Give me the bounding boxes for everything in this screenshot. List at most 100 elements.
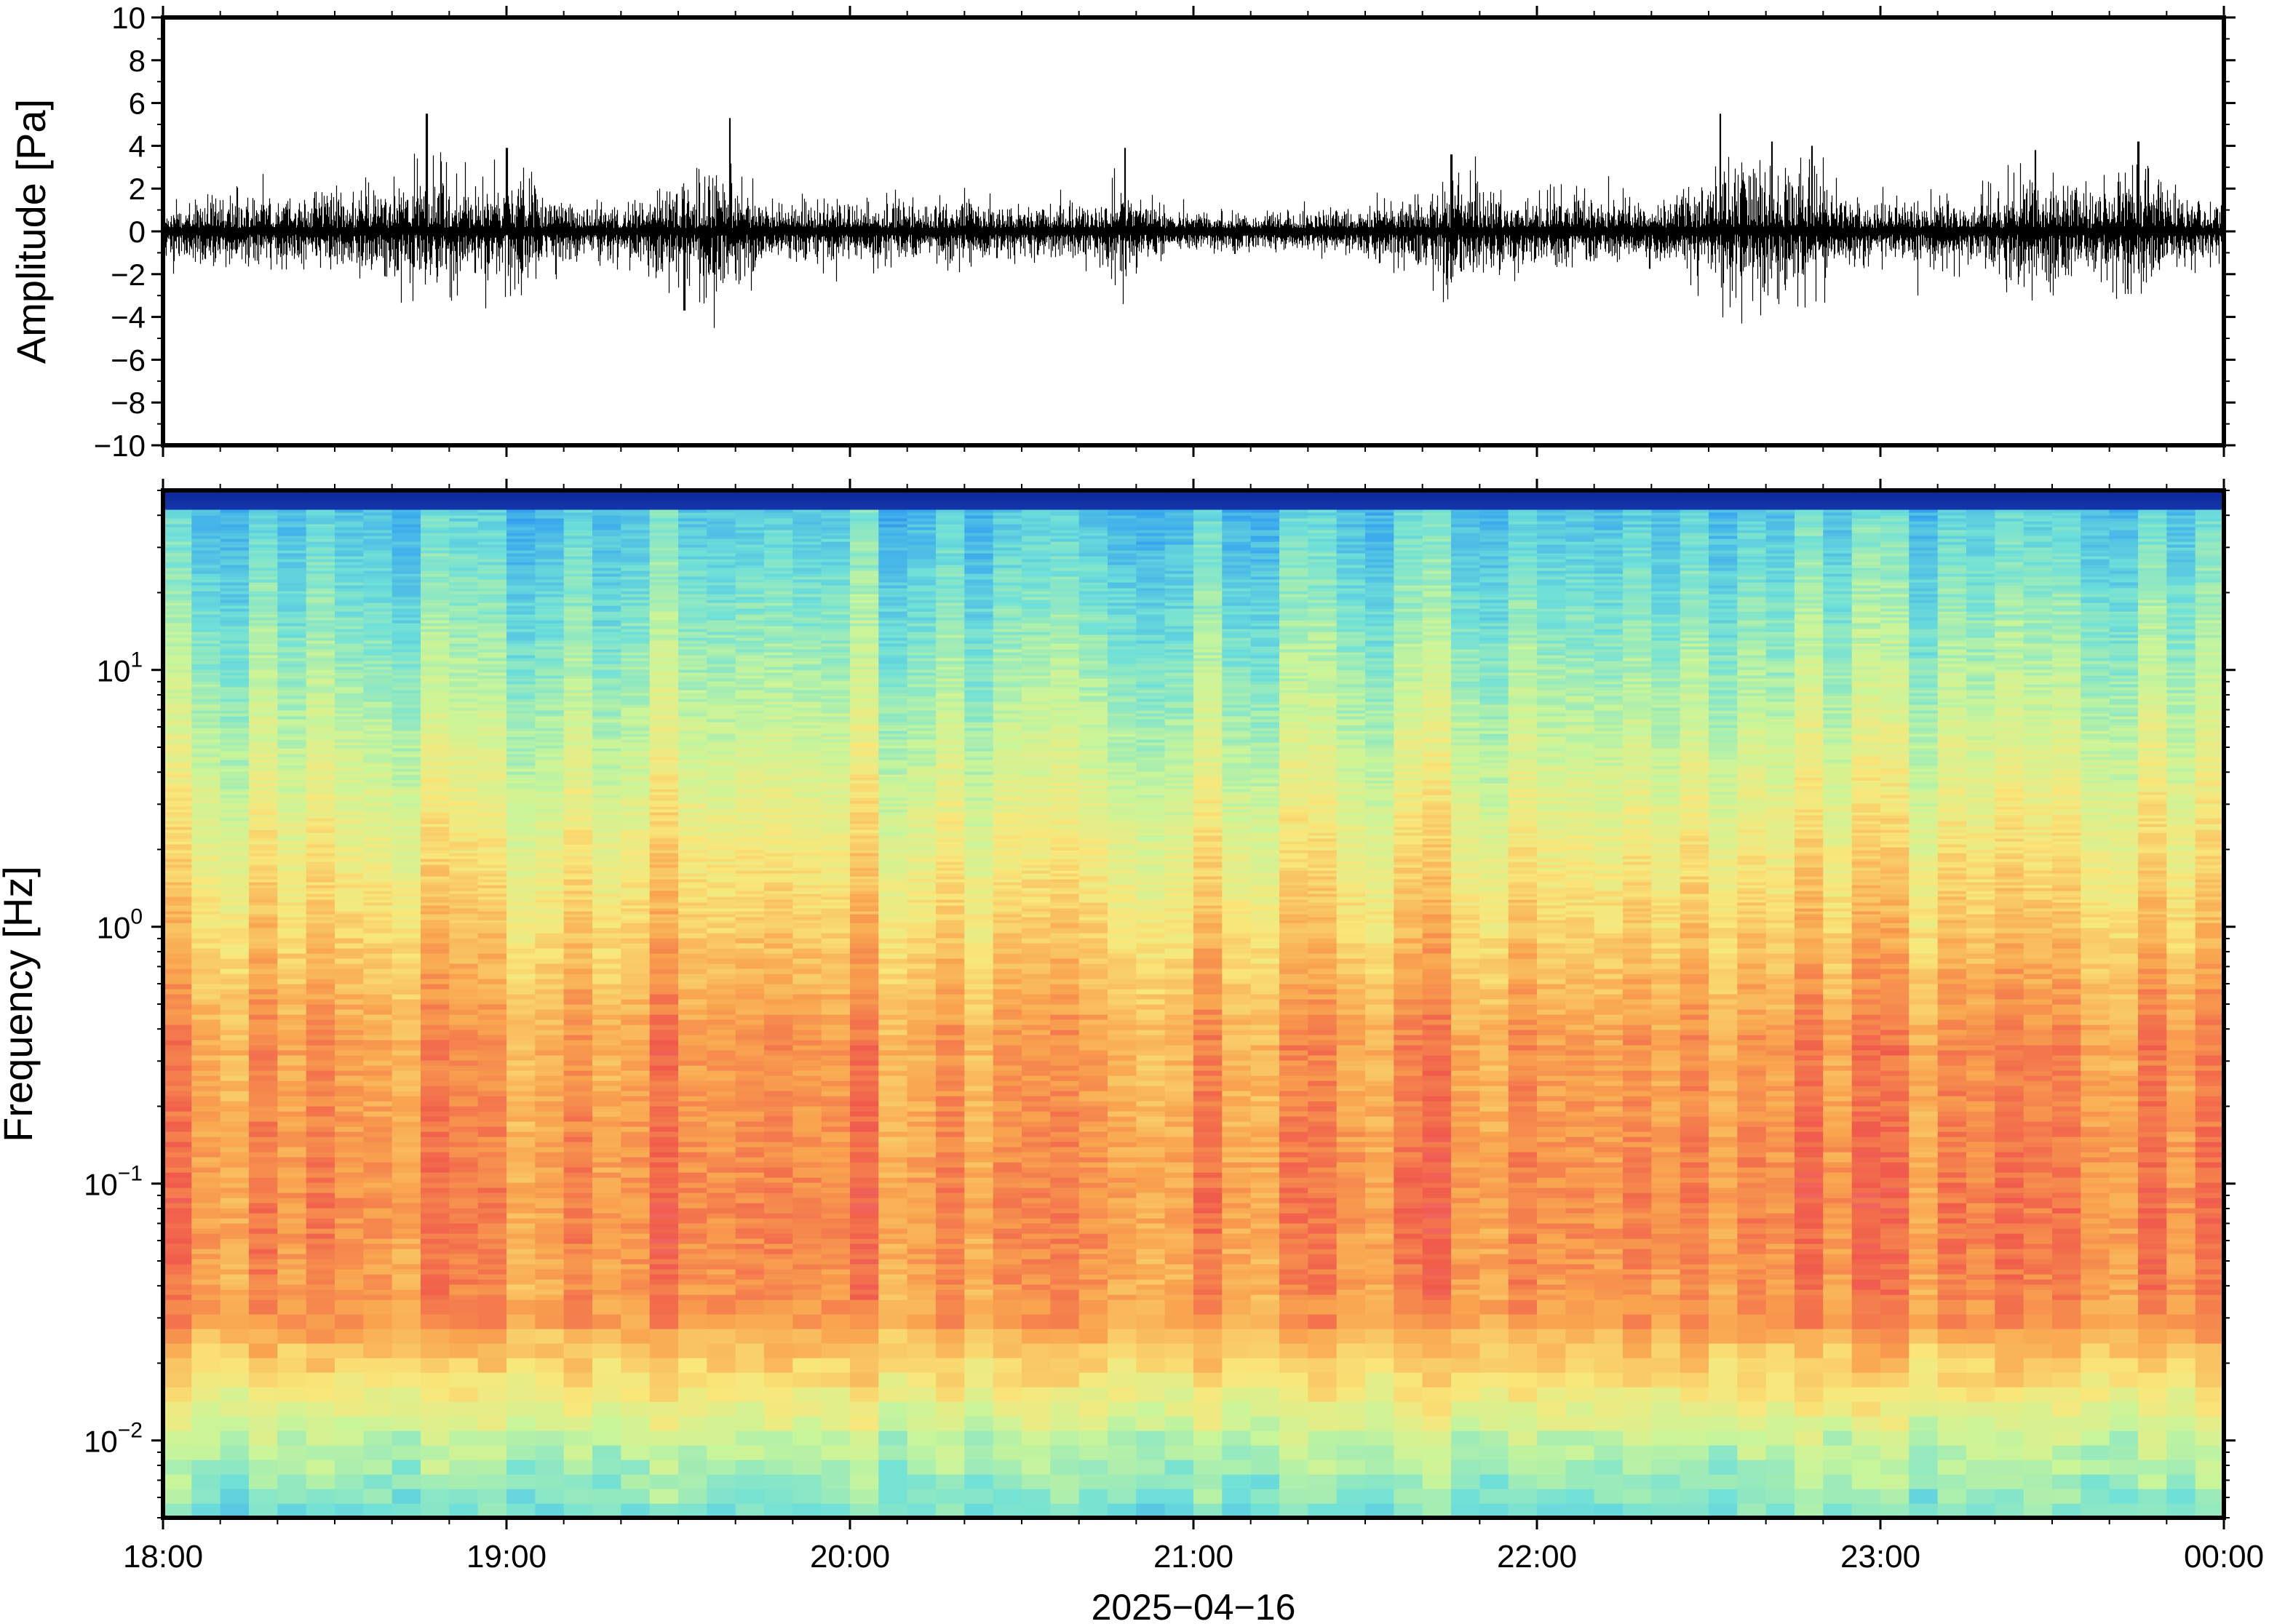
- spectrogram-cell: [506, 765, 536, 769]
- spectrogram-cell: [649, 1294, 679, 1300]
- spectrogram-cell: [335, 928, 364, 934]
- spectrogram-cell: [621, 684, 651, 688]
- spectrogram-cell: [563, 800, 593, 804]
- spectrogram-cell: [191, 867, 221, 871]
- spectrogram-cell: [621, 923, 651, 928]
- spectrogram-cell: [163, 527, 192, 530]
- spectrogram-cell: [306, 905, 335, 909]
- spectrogram-cell: [592, 736, 621, 740]
- spectrogram-cell: [563, 841, 593, 845]
- spectrogram-cell: [678, 690, 707, 693]
- spectrogram-cell: [449, 751, 479, 755]
- spectrogram-cell: [449, 1030, 479, 1035]
- spectrogram-cell: [477, 506, 507, 510]
- spectrogram-cell: [563, 1294, 593, 1300]
- spectrogram-cell: [535, 792, 565, 795]
- spectrogram-cell: [363, 803, 393, 807]
- spectrogram-cell: [277, 806, 307, 810]
- spectrogram-cell: [392, 1269, 421, 1275]
- spectrogram-cell: [335, 989, 364, 995]
- spectrogram-cell: [220, 1208, 250, 1214]
- spectrogram-cell: [678, 515, 707, 519]
- spectrogram-cell: [449, 780, 479, 784]
- spectrogram-cell: [735, 1213, 765, 1219]
- spectrogram-cell: [421, 710, 450, 714]
- spectrogram-cell: [477, 1343, 507, 1358]
- spectrogram-cell: [535, 666, 565, 670]
- spectrogram-cell: [621, 864, 651, 868]
- spectrogram-cell: [621, 879, 651, 883]
- spectrogram-cell: [649, 597, 679, 600]
- spectrogram-cell: [163, 812, 192, 816]
- spectrogram-cell: [306, 800, 335, 804]
- spectrogram-cell: [506, 795, 536, 798]
- spectrogram-cell: [477, 509, 507, 513]
- spectrogram-cell: [592, 1294, 621, 1300]
- spectrogram-cell: [449, 891, 479, 894]
- spectrogram-cell: [392, 1152, 421, 1158]
- spectrogram-cell: [563, 1416, 593, 1431]
- spectrogram-cell: [592, 559, 621, 562]
- spectrogram-cell: [707, 684, 736, 688]
- spectrogram-cell: [335, 506, 364, 510]
- spectrogram-cell: [735, 1091, 765, 1096]
- spectrogram-cell: [421, 1137, 450, 1142]
- spectrogram-cell: [649, 690, 679, 693]
- spectrogram-cell: [306, 1343, 335, 1358]
- spectrogram-cell: [563, 1060, 593, 1066]
- spectrogram-cell: [678, 1416, 707, 1431]
- spectrogram-cell: [707, 1213, 736, 1219]
- spectrogram-cell: [392, 859, 421, 862]
- spectrogram-cell: [277, 1147, 307, 1153]
- spectrogram-cell: [592, 1254, 621, 1259]
- spectrogram-cell: [363, 1121, 393, 1127]
- spectrogram-cell: [220, 879, 250, 883]
- spectrogram-cell: [220, 760, 250, 763]
- spectrogram-cell: [277, 984, 307, 990]
- spectrogram-cell: [306, 728, 335, 731]
- spectrogram-cell: [563, 859, 593, 862]
- spectrogram-cell: [306, 576, 335, 580]
- spectrogram-cell: [506, 556, 536, 560]
- spectrogram-cell: [449, 835, 479, 839]
- spectrogram-cell: [392, 1162, 421, 1168]
- spectrogram-cell: [563, 579, 593, 583]
- spectrogram-cell: [678, 994, 707, 1000]
- spectrogram-cell: [592, 1172, 621, 1178]
- spectrogram-cell: [421, 902, 450, 906]
- spectrogram-cell: [563, 882, 593, 885]
- spectrogram-cell: [707, 669, 736, 673]
- spectrogram-cell: [535, 524, 565, 528]
- spectrogram-cell: [563, 661, 593, 664]
- spectrogram-cell: [678, 521, 707, 525]
- spectrogram-cell: [477, 536, 507, 539]
- spectrogram-cell: [392, 602, 421, 606]
- spectrogram-cell: [249, 707, 278, 711]
- spectrogram-cell: [678, 707, 707, 711]
- spectrogram-cell: [306, 678, 335, 682]
- spectrogram-cell: [306, 1030, 335, 1035]
- spectrogram-cell: [191, 518, 221, 522]
- spectrogram-cell: [735, 1137, 765, 1142]
- spectrogram-cell: [592, 1284, 621, 1290]
- spectrogram-cell: [191, 547, 221, 551]
- spectrogram-cell: [363, 608, 393, 612]
- spectrogram-cell: [678, 1187, 707, 1193]
- spectrogram-cell: [477, 911, 507, 915]
- spectrogram-cell: [678, 605, 707, 609]
- spectrogram-cell: [306, 984, 335, 990]
- spectrogram-cell: [649, 763, 679, 766]
- spectrogram-cell: [335, 538, 364, 542]
- spectrogram-cell: [449, 917, 479, 920]
- spectrogram-cell: [735, 928, 765, 934]
- spectrogram-cell: [477, 1019, 507, 1025]
- spectrogram-cell: [649, 999, 679, 1005]
- spectrogram-cell: [621, 617, 651, 621]
- spectrogram-cell: [477, 547, 507, 551]
- spectrogram-cell: [477, 611, 507, 615]
- spectrogram-cell: [592, 669, 621, 673]
- spectrogram-cell: [363, 678, 393, 682]
- spectrogram-cell: [220, 530, 250, 533]
- spectrogram-cell: [592, 1314, 621, 1329]
- spectrogram-cell: [535, 1126, 565, 1132]
